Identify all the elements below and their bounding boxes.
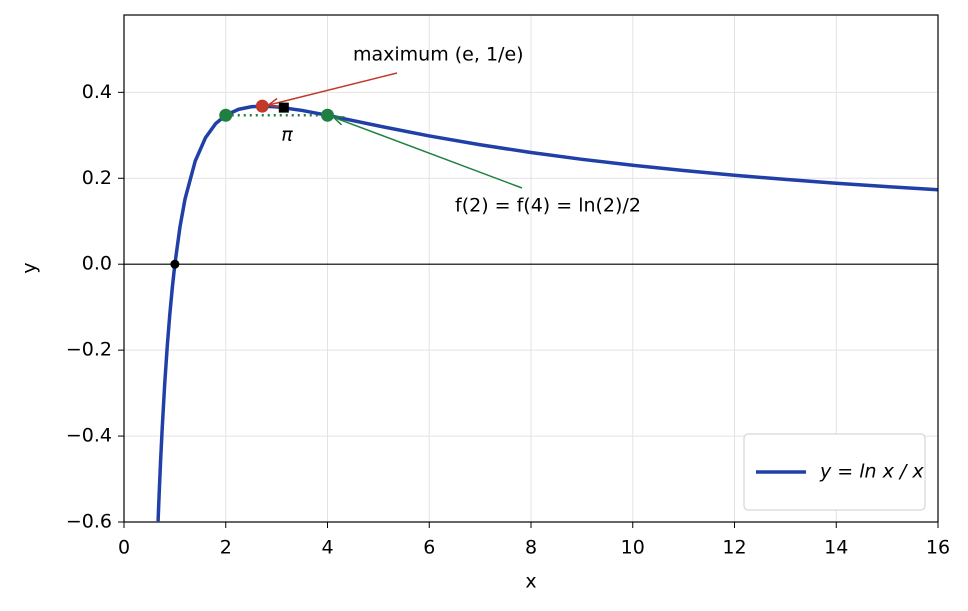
marker [255, 99, 269, 113]
curve [156, 104, 939, 522]
marker [170, 259, 180, 269]
x-tick-label: 6 [423, 537, 435, 559]
plot-frame [123, 14, 939, 523]
marker [278, 102, 289, 113]
x-tick-label: 14 [824, 537, 848, 559]
x-tick-label: 0 [118, 537, 130, 559]
legend-box [743, 433, 926, 511]
x-tick-label: 8 [525, 537, 537, 559]
x-tick-label: 12 [722, 537, 746, 559]
arrow-head [267, 97, 278, 106]
marker [219, 108, 233, 122]
y-tick-label: −0.6 [66, 511, 112, 533]
y-tick-label: −0.4 [66, 425, 112, 447]
y-axis-label: y [19, 262, 41, 273]
y-tick-label: −0.2 [66, 339, 112, 361]
arrow-head [268, 104, 280, 108]
x-tick-label: 16 [926, 537, 950, 559]
annotation-arrow [333, 116, 523, 189]
annotation: π [281, 124, 293, 146]
annotation-arrow [268, 72, 398, 106]
arrow-head [332, 116, 342, 126]
annotation: maximum (e, 1/e) [353, 44, 524, 66]
y-tick-label: 0.2 [82, 167, 112, 189]
legend-label: y = ln x / x [819, 461, 924, 483]
y-tick-label: 0.0 [82, 253, 112, 275]
x-tick-label: 2 [220, 537, 232, 559]
x-tick-label: 4 [321, 537, 333, 559]
x-axis-label: x [525, 571, 536, 593]
marker [321, 108, 334, 122]
x-tick-label: 10 [621, 537, 645, 559]
annotation: f(2) = f(4) = ln(2)/2 [455, 195, 641, 217]
y-tick-label: 0.4 [82, 81, 112, 103]
